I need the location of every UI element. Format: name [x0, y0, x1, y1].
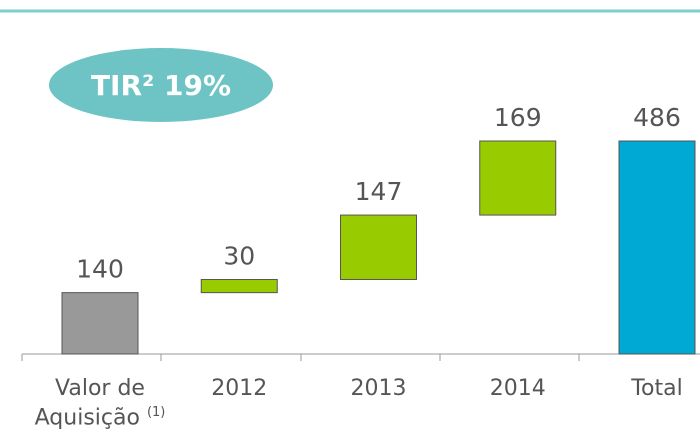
category: Total	[631, 376, 683, 401]
annotation-badge	[49, 48, 273, 122]
bar	[618, 140, 696, 355]
bar	[340, 214, 417, 280]
annotation: TIR² 19%	[91, 69, 231, 102]
value-label: 30	[223, 241, 255, 270]
category: 2014	[489, 376, 546, 401]
category: 2013	[350, 376, 407, 401]
value-label: 147	[355, 177, 403, 206]
category: 2012	[211, 376, 268, 401]
bar	[61, 292, 139, 355]
category: Valor de Aquisição	[34, 376, 145, 431]
x-tick-label: Valor de Aquisição (1)	[32, 376, 168, 431]
value-label: 140	[76, 255, 124, 284]
x-axis	[21, 353, 700, 361]
x-tick-label: Total	[589, 377, 700, 401]
x-tick-label: 2013	[311, 377, 447, 401]
value-label: 486	[633, 103, 681, 132]
bar	[200, 278, 278, 294]
value-label: 169	[494, 103, 542, 132]
footnote-marker: (1)	[146, 405, 166, 420]
bar	[479, 140, 557, 216]
x-tick-label: 2014	[450, 377, 586, 401]
x-tick-label: 2012	[171, 377, 307, 401]
